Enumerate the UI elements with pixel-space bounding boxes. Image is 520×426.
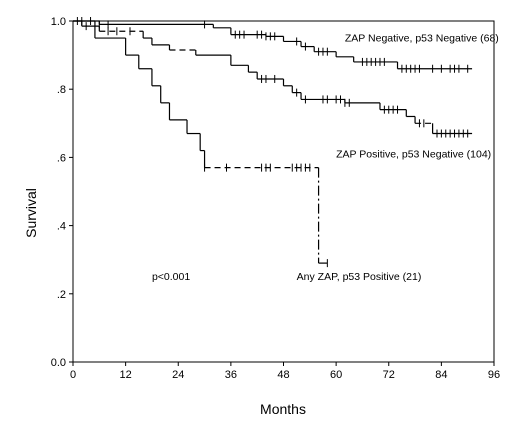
x-tick-label: 12	[120, 369, 132, 381]
x-axis-title: Months	[260, 401, 306, 417]
chart-axes: 0 12 24 36 48 60 72 84 96 0.0 .2 .4 .6 .8 1.0	[51, 16, 500, 381]
annotation-label: ZAP Negative, p53 Negative (68)	[345, 32, 499, 44]
y-tick-label: .2	[57, 289, 66, 301]
y-tick-label: 0.0	[51, 357, 66, 369]
x-tick-label: 36	[225, 369, 237, 381]
y-tick-label: .6	[57, 152, 66, 164]
x-tick-label: 0	[70, 369, 76, 381]
series-1	[73, 17, 473, 73]
series-3	[73, 20, 328, 268]
y-tick-label: .8	[57, 84, 66, 96]
y-axis-title: Survival	[23, 188, 39, 238]
annotation-label: Any ZAP, p53 Positive (21)	[297, 271, 422, 283]
y-tick-label: 1.0	[51, 16, 66, 28]
y-tick-label: .4	[57, 221, 66, 233]
x-tick-label: 84	[435, 369, 447, 381]
annotation-label: ZAP Positive, p53 Negative (104)	[336, 148, 491, 160]
chart-annotations: ZAP Negative, p53 Negative (68) ZAP Posit…	[152, 32, 499, 283]
x-tick-label: 24	[172, 369, 184, 381]
x-tick-label: 96	[488, 369, 500, 381]
plot-frame	[72, 20, 495, 363]
x-tick-label: 48	[277, 369, 289, 381]
x-tick-label: 60	[330, 369, 342, 381]
chart-series	[73, 17, 473, 268]
series-2	[73, 17, 473, 138]
x-tick-label: 72	[383, 369, 395, 381]
annotation-label: p<0.001	[152, 271, 190, 283]
